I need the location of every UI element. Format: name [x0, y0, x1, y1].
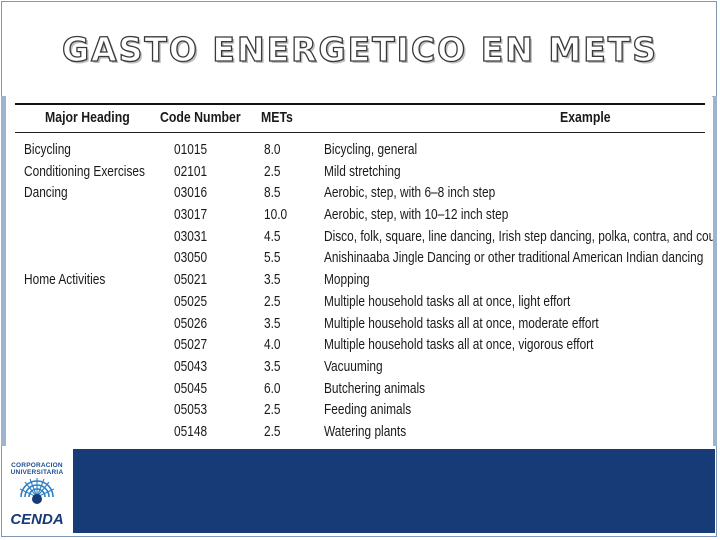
- cell-example: Bicycling, general: [324, 142, 418, 158]
- cell-mets: 3.5: [264, 272, 281, 289]
- table-body: Bicycling 01015 8.0 Bicycling, general Condi…: [7, 141, 713, 445]
- cell-example: Anishinaaba Jingle Dancing or other trad…: [324, 250, 704, 267]
- table-row: 05148 2.5 Watering plants: [7, 423, 713, 445]
- table-row: 05043 3.5 Vacuuming: [7, 358, 713, 380]
- cell-mets: 8.5: [264, 185, 281, 202]
- cell-mets: 8.0: [264, 142, 281, 158]
- header-mets: METs: [261, 109, 293, 126]
- cell-code-number: 02101: [174, 163, 208, 180]
- table-row: 05053 2.5 Feeding animals: [7, 401, 713, 423]
- cell-mets: 2.5: [264, 293, 281, 310]
- cell-mets: 4.5: [264, 228, 281, 245]
- slide-title: GASTO ENERGETICO EN METS: [61, 29, 659, 69]
- table-header-rule: [15, 132, 705, 133]
- cell-code-number: 05053: [174, 402, 208, 419]
- cell-example: Disco, folk, square, line dancing, Irish…: [324, 228, 713, 245]
- cell-code-number: 05043: [174, 358, 208, 375]
- cell-major-heading: Dancing: [24, 185, 68, 202]
- cell-code-number: 05021: [174, 272, 208, 289]
- right-accent-bar: [712, 96, 717, 446]
- table-row: 05027 4.0 Multiple household tasks all at …: [7, 336, 713, 358]
- cell-example: Mopping: [324, 272, 370, 289]
- cell-example: Multiple household tasks all at once, vi…: [324, 337, 594, 354]
- cenda-logo-icon: [19, 478, 55, 504]
- cell-mets: 3.5: [264, 315, 281, 332]
- cell-code-number: 03031: [174, 228, 208, 245]
- cell-example: Butchering animals: [324, 380, 426, 397]
- cell-code-number: 03017: [174, 207, 208, 224]
- mets-table: Major Heading Code Number METs Example B…: [7, 97, 713, 447]
- table-row: 03050 5.5 Anishinaaba Jingle Dancing or ot…: [7, 249, 713, 271]
- cell-example: Mild stretching: [324, 163, 401, 180]
- cell-mets: 2.5: [264, 163, 281, 180]
- table-row: Bicycling 01015 8.0 Bicycling, general: [7, 141, 713, 163]
- cell-mets: 2.5: [264, 402, 281, 419]
- cell-mets: 5.5: [264, 250, 281, 267]
- cell-example: Aerobic, step, with 10–12 inch step: [324, 207, 509, 224]
- cell-example: Feeding animals: [324, 402, 412, 419]
- cell-example: Multiple household tasks all at once, mo…: [324, 315, 599, 332]
- cell-mets: 2.5: [264, 423, 281, 440]
- header-code-number: Code Number: [160, 109, 241, 126]
- cell-mets: 4.0: [264, 337, 281, 354]
- left-accent-bar: [1, 96, 6, 446]
- logo-line2: UNIVERSITARIA: [10, 469, 64, 476]
- cell-example: Watering plants: [324, 423, 407, 440]
- header-example: Example: [560, 109, 611, 126]
- table-row: 05045 6.0 Butchering animals: [7, 380, 713, 402]
- cell-major-heading: Bicycling: [24, 142, 71, 158]
- cell-mets: 3.5: [264, 358, 281, 375]
- header-major-heading: Major Heading: [45, 109, 130, 126]
- table-top-rule: [15, 103, 705, 105]
- table-row: Conditioning Exercises 02101 2.5 Mild stret…: [7, 163, 713, 185]
- cell-code-number: 03016: [174, 185, 208, 202]
- cell-code-number: 05045: [174, 380, 208, 397]
- cell-code-number: 05025: [174, 293, 208, 310]
- table-row: 03017 10.0 Aerobic, step, with 10–12 inch …: [7, 206, 713, 228]
- logo-name: CENDA: [10, 511, 64, 528]
- cell-code-number: 01015: [174, 142, 208, 158]
- cell-mets: 10.0: [264, 207, 288, 224]
- cell-example: Multiple household tasks all at once, li…: [324, 293, 571, 310]
- cell-example: Vacuuming: [324, 358, 383, 375]
- cell-code-number: 03050: [174, 250, 208, 267]
- cell-major-heading: Conditioning Exercises: [24, 163, 145, 180]
- cell-mets: 6.0: [264, 380, 281, 397]
- cell-example: Aerobic, step, with 6–8 inch step: [324, 185, 496, 202]
- cell-code-number: 05148: [174, 423, 208, 440]
- logo-line1: CORPORACION: [11, 462, 63, 469]
- table-row: 05025 2.5 Multiple household tasks all at …: [7, 293, 713, 315]
- cell-major-heading: Home Activities: [24, 272, 106, 289]
- table-row: 05026 3.5 Multiple household tasks all at …: [7, 315, 713, 337]
- logo: CORPORACION UNIVERSITARIA CENDA: [3, 449, 71, 533]
- table-row: 03031 4.5 Disco, folk, square, line dancin…: [7, 228, 713, 250]
- cell-code-number: 05026: [174, 315, 208, 332]
- cell-code-number: 05027: [174, 337, 208, 354]
- table-row: Home Activities 05021 3.5 Mopping: [7, 271, 713, 293]
- footer-bar: [73, 449, 715, 533]
- table-row: Dancing 03016 8.5 Aerobic, step, with 6–8 i…: [7, 184, 713, 206]
